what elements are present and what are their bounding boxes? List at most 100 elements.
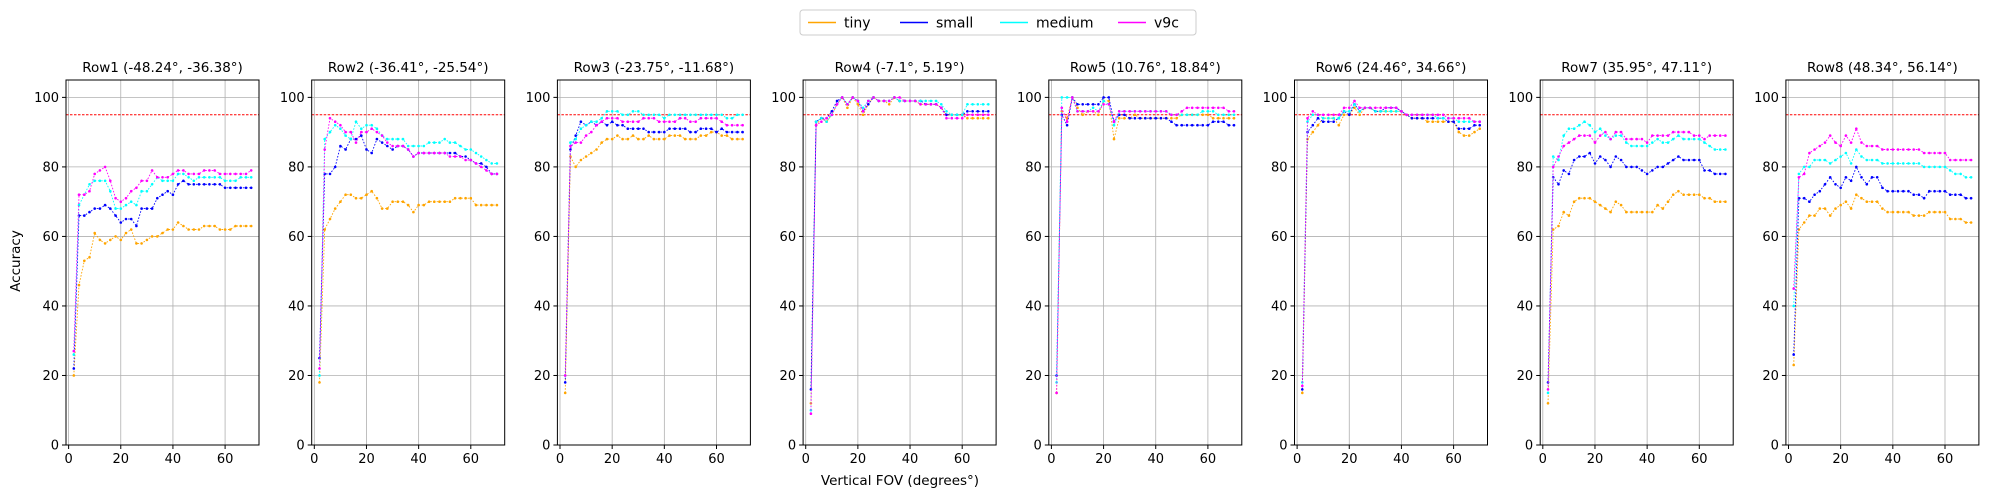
data-point-tiny [1478,127,1481,130]
data-point-medium [1567,127,1571,130]
data-point-tiny [987,116,990,120]
data-point-medium [119,207,123,210]
data-point-medium [637,110,640,113]
data-point-v9c [1557,155,1560,158]
data-point-v9c [1081,110,1084,113]
data-point-tiny [1473,130,1476,134]
series-line-medium [1056,96,1234,383]
data-point-medium [140,189,143,193]
data-point-small [229,186,232,190]
data-point-medium [1881,162,1884,165]
data-point-small [1426,116,1429,120]
data-point-medium [704,113,708,117]
data-point-small [1625,165,1628,169]
data-point-tiny [365,193,368,196]
data-point-small [642,127,645,130]
data-point-small [1703,169,1706,172]
data-point-tiny [1698,193,1701,196]
data-point-medium [1625,141,1628,144]
legend: tiny small medium v9c [799,9,1197,36]
data-point-medium [244,176,248,179]
data-point-tiny [1928,210,1931,214]
data-point-small [187,183,190,186]
data-point-small [1875,176,1879,179]
data-point-tiny [469,196,473,200]
data-point-small [1467,127,1471,130]
data-point-medium [1551,155,1555,158]
data-point-tiny [971,116,974,120]
data-point-v9c [595,123,598,127]
y-tick-label: 60 [1762,230,1779,245]
data-point-medium [861,106,865,110]
x-tick-label: 60 [1445,452,1462,467]
data-point-v9c [626,120,630,123]
data-point-v9c [1578,134,1581,137]
data-point-tiny [401,200,405,203]
data-point-small [610,120,614,123]
data-point-medium [1713,148,1717,151]
data-point-medium [652,113,656,117]
data-point-small [1802,196,1806,200]
data-point-tiny [427,200,431,203]
data-point-small [741,130,744,134]
data-point-tiny [736,137,739,141]
data-point-tiny [1651,210,1654,214]
data-point-small [244,186,248,190]
data-point-tiny [1353,106,1356,110]
data-point-tiny [83,259,86,263]
data-point-medium [1190,113,1194,117]
data-point-tiny [642,137,645,141]
data-point-medium [318,374,321,377]
data-point-small [239,186,242,190]
data-point-v9c [569,144,572,148]
data-point-v9c [1478,120,1481,123]
x-tick-label: 0 [1293,452,1301,467]
data-point-medium [950,113,954,117]
data-point-small [1912,193,1915,196]
data-point-v9c [1091,110,1095,113]
data-point-tiny [77,283,81,287]
data-point-medium [934,99,938,103]
data-point-medium [1813,158,1816,162]
data-point-medium [1860,155,1863,158]
data-point-v9c [631,120,635,123]
data-point-tiny [323,228,327,231]
data-point-medium [464,148,467,151]
x-tick-label: 40 [165,452,182,467]
data-point-tiny [1860,196,1863,200]
data-point-v9c [851,96,854,99]
data-point-tiny [1713,200,1717,203]
data-point-tiny [600,141,603,144]
data-point-tiny [156,235,159,238]
data-point-v9c [129,189,133,193]
data-point-v9c [422,151,426,155]
data-point-v9c [197,172,201,176]
data-point-small [715,130,718,134]
data-point-tiny [595,148,598,151]
data-point-tiny [474,203,478,207]
data-point-tiny [187,228,190,231]
data-point-tiny [1112,137,1116,141]
data-point-small [83,214,86,217]
data-point-v9c [1902,148,1905,151]
data-point-tiny [1117,116,1121,120]
data-point-small [1839,186,1842,190]
data-point-medium [1666,141,1670,144]
data-point-small [1185,123,1189,127]
data-point-small [1348,113,1351,117]
data-point-v9c [1625,137,1628,141]
data-point-small [1907,189,1910,193]
data-point-medium [135,203,138,207]
data-point-v9c [145,179,149,183]
data-point-v9c [1133,110,1137,113]
data-point-small [485,165,488,169]
data-point-medium [360,127,363,130]
data-point-v9c [934,103,938,106]
data-point-tiny [652,137,656,141]
data-point-small [1154,116,1157,120]
data-point-medium [1954,172,1957,176]
data-point-v9c [1964,158,1968,162]
data-point-v9c [966,113,969,117]
data-point-medium [365,123,368,127]
series-line-medium [810,96,989,411]
